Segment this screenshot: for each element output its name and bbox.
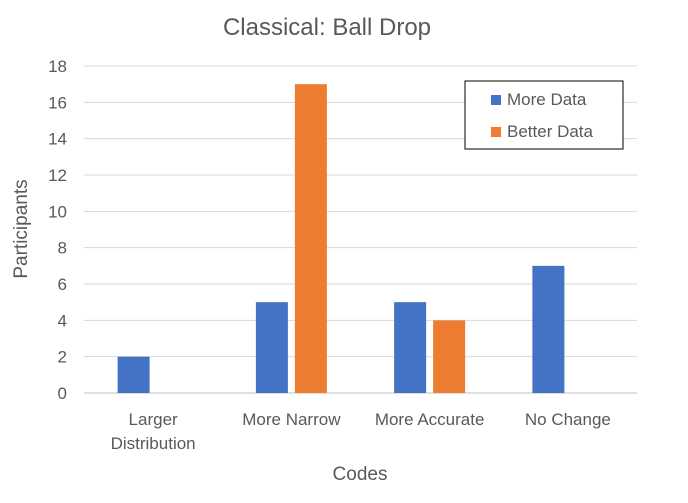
bar-more-data: [394, 302, 427, 393]
y-tick-label: 10: [48, 202, 67, 221]
y-tick-label: 6: [58, 275, 67, 294]
bar-better-data: [433, 320, 466, 393]
legend-swatch-better-data: [491, 127, 501, 137]
legend: More Data Better Data: [464, 80, 624, 150]
x-tick-labels: Larger Distribution More Narrow More Accura…: [111, 410, 611, 453]
y-tick-label: 8: [58, 239, 67, 258]
bars: [117, 84, 565, 394]
bar-better-data: [294, 84, 327, 394]
x-tick-label: Larger: [129, 410, 178, 429]
y-tick-label: 0: [58, 384, 67, 403]
bar-more-data: [532, 265, 565, 393]
y-tick-label: 12: [48, 166, 67, 185]
y-tick-label: 18: [48, 57, 67, 76]
x-axis-label: Codes: [333, 464, 388, 485]
legend-box: [464, 80, 624, 150]
y-tick-label: 14: [48, 130, 67, 149]
x-tick-label: More Accurate: [375, 410, 485, 429]
x-tick-label: More Narrow: [242, 410, 341, 429]
bar-more-data: [255, 302, 288, 393]
y-tick-labels: 0 2 4 6 8 10 12 14 16 18: [48, 57, 67, 403]
x-tick-label: Distribution: [111, 434, 196, 453]
y-tick-label: 2: [58, 348, 67, 367]
bar-more-data: [117, 356, 150, 393]
y-tick-label: 4: [58, 311, 67, 330]
gridlines: [84, 65, 637, 394]
legend-label-more-data: More Data: [507, 90, 587, 109]
chart-title: Classical: Ball Drop: [223, 14, 431, 41]
legend-label-better-data: Better Data: [507, 122, 594, 141]
x-tick-label: No Change: [525, 410, 611, 429]
legend-swatch-more-data: [491, 95, 501, 105]
y-tick-label: 16: [48, 93, 67, 112]
y-axis-label: Participants: [11, 179, 32, 278]
